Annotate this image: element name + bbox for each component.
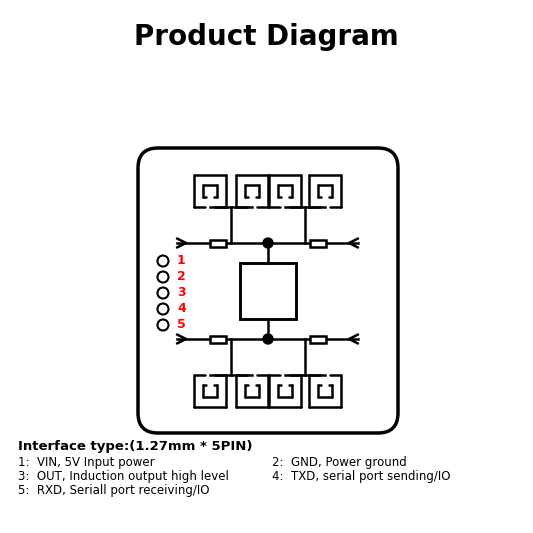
Bar xyxy=(310,239,326,246)
Text: 1:  VIN, 5V Input power: 1: VIN, 5V Input power xyxy=(18,456,155,469)
Circle shape xyxy=(263,238,273,248)
Circle shape xyxy=(263,334,273,344)
Text: 5:  RXD, Seriall port receiving/IO: 5: RXD, Seriall port receiving/IO xyxy=(18,484,209,497)
Text: 2: 2 xyxy=(177,271,185,284)
Bar xyxy=(209,335,225,343)
Text: Product Diagram: Product Diagram xyxy=(134,23,398,51)
Text: 5: 5 xyxy=(177,319,185,332)
Text: 3: 3 xyxy=(177,287,185,300)
Bar xyxy=(209,239,225,246)
Text: Interface type:(1.27mm * 5PIN): Interface type:(1.27mm * 5PIN) xyxy=(18,440,253,453)
Text: 2:  GND, Power ground: 2: GND, Power ground xyxy=(272,456,407,469)
Circle shape xyxy=(157,303,168,314)
Text: 1: 1 xyxy=(177,254,185,268)
FancyBboxPatch shape xyxy=(138,148,398,433)
Text: 4:  TXD, serial port sending/IO: 4: TXD, serial port sending/IO xyxy=(272,470,450,483)
Circle shape xyxy=(157,271,168,282)
Circle shape xyxy=(157,255,168,266)
Text: 3:  OUT, Induction output high level: 3: OUT, Induction output high level xyxy=(18,470,229,483)
Bar xyxy=(310,335,326,343)
Bar xyxy=(240,263,296,319)
Circle shape xyxy=(157,287,168,298)
Text: 4: 4 xyxy=(177,303,185,316)
Circle shape xyxy=(157,319,168,330)
